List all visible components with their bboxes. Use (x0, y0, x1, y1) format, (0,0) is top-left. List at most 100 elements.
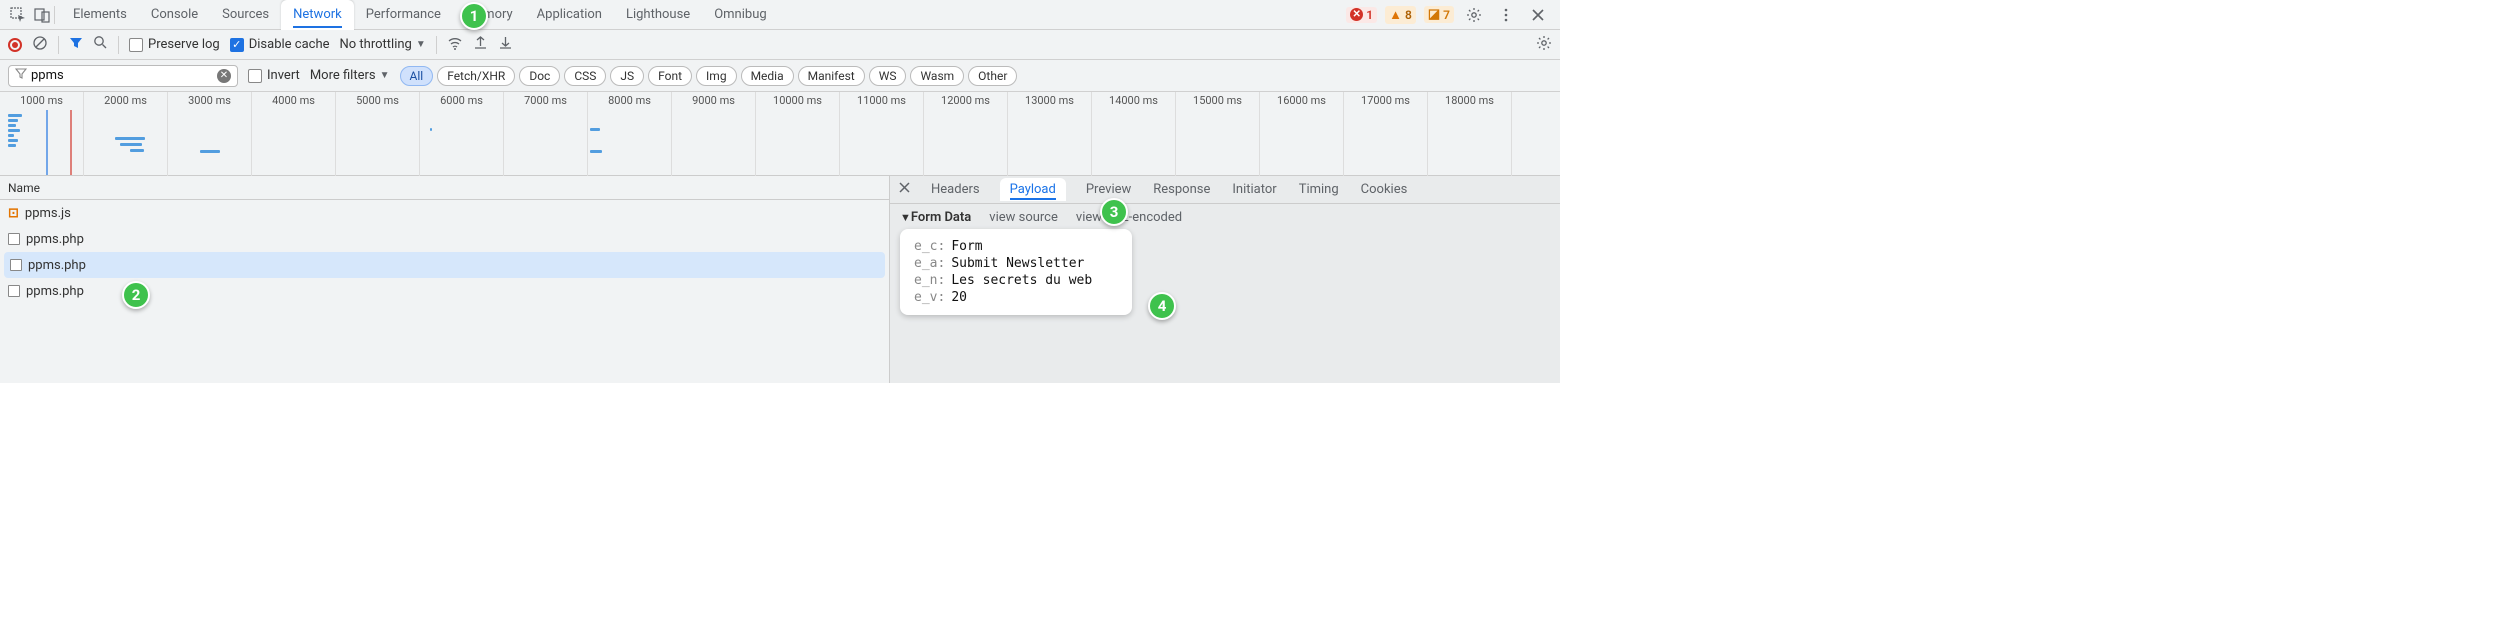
tab-omnibug[interactable]: Omnibug (702, 0, 778, 30)
timeline-tick: 4000 ms (252, 92, 336, 176)
detail-tab-payload[interactable]: Payload (1000, 178, 1066, 201)
tab-network[interactable]: Network (281, 0, 354, 30)
checkbox-icon (248, 69, 262, 83)
tab-sources[interactable]: Sources (210, 0, 281, 30)
detail-tab-timing[interactable]: Timing (1297, 178, 1341, 201)
timeline-tick: 9000 ms (672, 92, 756, 176)
issue-count[interactable]: ◪ 7 (1424, 6, 1454, 23)
clear-button[interactable] (32, 35, 48, 55)
detail-body: ▼Form Data view source view URL-encoded … (890, 204, 1560, 321)
error-count[interactable]: ✕ 1 (1346, 7, 1377, 23)
type-chip-wasm[interactable]: Wasm (910, 66, 964, 86)
device-toggle-icon[interactable] (30, 3, 54, 27)
wifi-icon[interactable] (447, 35, 463, 55)
form-data-key: e_a: (914, 256, 945, 271)
domcontent-marker-icon (46, 110, 48, 175)
throttling-label: No throttling (340, 37, 412, 52)
detail-tabs: Headers Payload Preview Response Initiator Ti… (890, 176, 1560, 204)
preserve-log-label: Preserve log (148, 37, 220, 52)
throttling-select[interactable]: No throttling ▼ (340, 37, 426, 52)
timeline-tick: 15000 ms (1176, 92, 1260, 176)
form-data-value: Form (951, 239, 982, 254)
type-chip-img[interactable]: Img (696, 66, 737, 86)
divider (58, 36, 59, 54)
type-chip-font[interactable]: Font (648, 66, 692, 86)
form-data-title: Form Data (911, 210, 971, 225)
request-name: ppms.php (26, 232, 84, 247)
invert-checkbox[interactable]: Invert (248, 68, 300, 83)
close-devtools-icon[interactable] (1526, 3, 1550, 27)
type-chip-manifest[interactable]: Manifest (798, 66, 865, 86)
error-icon: ✕ (1350, 8, 1363, 21)
waterfall-bar (590, 128, 600, 131)
request-detail-panel: Headers Payload Preview Response Initiator Ti… (890, 176, 1560, 383)
more-filters-label: More filters (310, 68, 376, 83)
issue-count-value: 7 (1443, 8, 1450, 22)
timeline-tick: 18000 ms (1428, 92, 1512, 176)
upload-icon[interactable] (473, 35, 488, 54)
timeline-tick: 8000 ms (588, 92, 672, 176)
tab-application[interactable]: Application (525, 0, 614, 30)
error-count-value: 1 (1366, 8, 1373, 22)
type-chip-all[interactable]: All (400, 66, 434, 86)
detail-tab-headers[interactable]: Headers (929, 178, 982, 201)
filter-input[interactable]: ppms ✕ (8, 65, 238, 87)
clear-filter-icon[interactable]: ✕ (217, 69, 231, 83)
tab-lighthouse[interactable]: Lighthouse (614, 0, 702, 30)
waterfall-bar (200, 150, 220, 153)
request-row[interactable]: ⊡ ppms.js (0, 200, 889, 226)
disable-cache-checkbox[interactable]: ✓ Disable cache (230, 37, 330, 52)
settings-icon[interactable] (1462, 3, 1486, 27)
record-button[interactable] (8, 38, 22, 52)
type-chip-ws[interactable]: WS (869, 66, 907, 86)
timeline-tick: 3000 ms (168, 92, 252, 176)
download-icon[interactable] (498, 35, 513, 54)
timeline-tick: 10000 ms (756, 92, 840, 176)
request-row[interactable]: ppms.php (4, 252, 885, 278)
request-name: ppms.js (25, 206, 71, 221)
close-detail-icon[interactable] (898, 181, 911, 198)
collapse-toggle[interactable]: ▼Form Data (900, 210, 971, 225)
form-data-row: e_v:20 (914, 290, 1118, 305)
preserve-log-checkbox[interactable]: Preserve log (129, 37, 220, 52)
inspect-icon[interactable] (6, 3, 30, 27)
issue-icon: ◪ (1428, 7, 1440, 22)
network-timeline[interactable]: 1000 ms2000 ms3000 ms4000 ms5000 ms6000 … (0, 92, 1560, 176)
kebab-menu-icon[interactable] (1494, 3, 1518, 27)
type-chip-other[interactable]: Other (968, 66, 1017, 86)
name-column-label: Name (8, 181, 40, 195)
network-settings-icon[interactable] (1536, 35, 1552, 55)
divider (118, 36, 119, 54)
timeline-tick: 17000 ms (1344, 92, 1428, 176)
tab-console[interactable]: Console (139, 0, 210, 30)
more-filters-select[interactable]: More filters ▼ (310, 68, 390, 83)
waterfall-bar (8, 124, 16, 127)
warning-icon: ▲ (1389, 7, 1402, 23)
waterfall-bar (130, 149, 144, 152)
warning-count[interactable]: ▲ 8 (1385, 6, 1416, 24)
type-chip-doc[interactable]: Doc (519, 66, 560, 86)
tab-elements[interactable]: Elements (61, 0, 139, 30)
request-row[interactable]: ppms.php (0, 226, 889, 252)
detail-tab-initiator[interactable]: Initiator (1230, 178, 1278, 201)
form-data-key: e_n: (914, 273, 945, 288)
js-file-icon: ⊡ (8, 206, 19, 221)
view-source-link[interactable]: view source (989, 210, 1058, 225)
type-chip-js[interactable]: JS (610, 66, 644, 86)
form-data-value: 20 (951, 290, 967, 305)
detail-tab-cookies[interactable]: Cookies (1359, 178, 1410, 201)
view-url-encoded-link[interactable]: view URL-encoded (1076, 210, 1182, 225)
detail-tab-response[interactable]: Response (1151, 178, 1212, 201)
detail-tab-preview[interactable]: Preview (1084, 178, 1133, 201)
filter-toggle-icon[interactable] (69, 36, 83, 54)
funnel-icon (15, 68, 27, 84)
type-chip-css[interactable]: CSS (564, 66, 606, 86)
name-column-header[interactable]: Name (0, 176, 889, 200)
search-icon[interactable] (93, 35, 108, 54)
type-chip-fetchxhr[interactable]: Fetch/XHR (437, 66, 515, 86)
chevron-down-icon: ▼ (380, 70, 390, 81)
form-data-value: Les secrets du web (951, 273, 1092, 288)
type-filter-chips: AllFetch/XHRDocCSSJSFontImgMediaManifest… (400, 66, 1018, 86)
tab-performance[interactable]: Performance (354, 0, 453, 30)
type-chip-media[interactable]: Media (741, 66, 794, 86)
